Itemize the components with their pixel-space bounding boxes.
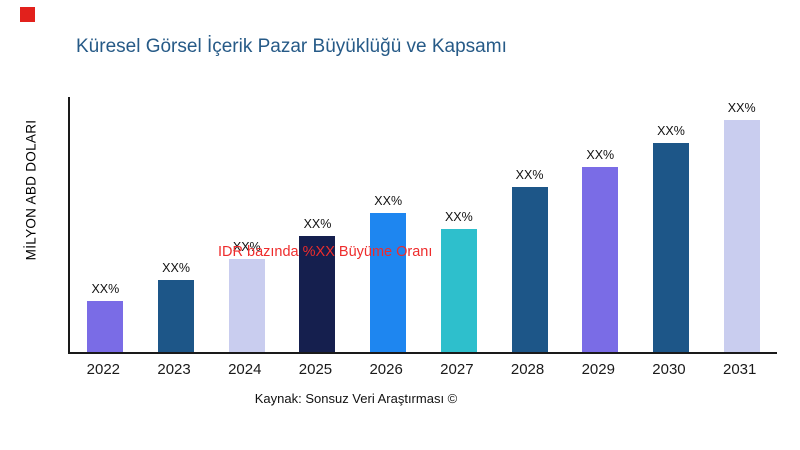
bar-value-label-2031: XX% xyxy=(727,101,756,115)
bar-2025 xyxy=(299,236,336,352)
bar-slot-2028: XX% xyxy=(494,97,565,352)
bar-value-label-2028: XX% xyxy=(515,168,544,182)
bar-value-label-2027: XX% xyxy=(444,210,473,224)
bar-slot-2031: XX% xyxy=(706,97,777,352)
growth-annotation: IDR bazında %XX Büyüme Oranı xyxy=(218,244,433,260)
bar-2022 xyxy=(87,301,124,352)
bar-value-label-2023: XX% xyxy=(162,261,190,275)
bar-value-label-2026: XX% xyxy=(374,194,403,208)
bar-2023 xyxy=(158,280,195,352)
bar-slot-2030: XX% xyxy=(636,97,707,352)
bar-2026 xyxy=(370,213,407,352)
bar-2028 xyxy=(511,187,548,352)
x-tick-2023: 2023 xyxy=(157,361,191,378)
bars-row: XX% XX% XX% XX% XX% XX% XX% XX% XX% XX% xyxy=(70,97,777,352)
bar-slot-2024: XX% xyxy=(211,97,282,352)
bar-slot-2029: XX% xyxy=(565,97,636,352)
x-tick-2025: 2025 xyxy=(298,361,333,378)
bar-slot-2022: XX% xyxy=(70,97,141,352)
x-tick-2026: 2026 xyxy=(369,361,403,378)
x-tick-2022: 2022 xyxy=(86,361,121,378)
bar-2024 xyxy=(228,259,265,352)
chart-title: Küresel Görsel İçerik Pazar Büyüklüğü ve… xyxy=(76,36,507,57)
x-axis-ticks: 2022 2023 2024 2025 2026 2027 2028 2029 2030 2031 xyxy=(68,361,775,378)
x-tick-2027: 2027 xyxy=(440,361,474,378)
brand-square xyxy=(20,7,35,22)
y-axis-label: MİLYON ABD DOLARI xyxy=(23,119,39,261)
source-caption: Kaynak: Sonsuz Veri Araştırması © xyxy=(254,391,458,406)
bar-value-label-2030: XX% xyxy=(657,124,685,138)
bar-slot-2027: XX% xyxy=(424,97,495,352)
bar-2031 xyxy=(723,120,760,352)
bar-slot-2023: XX% xyxy=(141,97,212,352)
x-tick-2024: 2024 xyxy=(228,361,262,378)
bar-value-label-2025: XX% xyxy=(303,217,332,231)
bar-2029 xyxy=(582,167,619,352)
bar-2027 xyxy=(440,229,477,352)
bar-slot-2025: XX% xyxy=(282,97,353,352)
bar-value-label-2029: XX% xyxy=(586,148,615,162)
bar-2030 xyxy=(652,143,689,352)
x-tick-2031: 2031 xyxy=(722,361,757,378)
bar-value-label-2022: XX% xyxy=(91,282,120,296)
bar-slot-2026: XX% xyxy=(353,97,424,352)
plot-area: XX% XX% XX% XX% XX% XX% XX% XX% XX% XX% IDR bazın… xyxy=(68,97,777,354)
x-tick-2028: 2028 xyxy=(510,361,545,378)
x-tick-2030: 2030 xyxy=(652,361,686,378)
bar-value-label-2024: XX% xyxy=(232,240,261,254)
x-tick-2029: 2029 xyxy=(581,361,615,378)
